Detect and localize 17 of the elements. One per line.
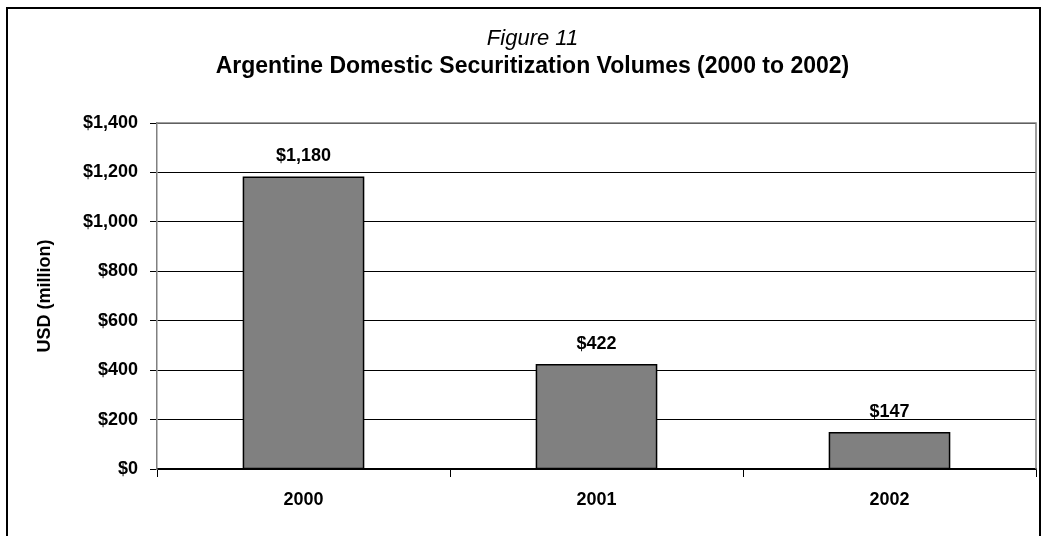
x-tick-label: 2002 [869,488,910,509]
chart-title: Argentine Domestic Securitization Volumes (2000 to 2002) [214,52,851,79]
data-label: $147 [869,400,910,421]
y-tick-label: $600 [97,309,138,330]
y-axis-title: USD (million) [33,239,54,353]
caption: Figure 11 [485,25,580,51]
data-label: $1,180 [275,145,332,166]
x-tick-label: 2000 [283,488,324,509]
y-tick-label: $0 [117,457,138,478]
y-tick-label: $1,200 [82,161,138,182]
x-tick-label: 2001 [576,488,617,509]
y-tick-label: $1,000 [82,210,138,231]
y-tick-label: $800 [97,260,138,281]
y-tick-label: $1,400 [82,111,138,132]
y-tick-label: $200 [97,408,138,429]
data-label: $422 [576,332,617,353]
y-tick-label: $400 [97,359,138,380]
